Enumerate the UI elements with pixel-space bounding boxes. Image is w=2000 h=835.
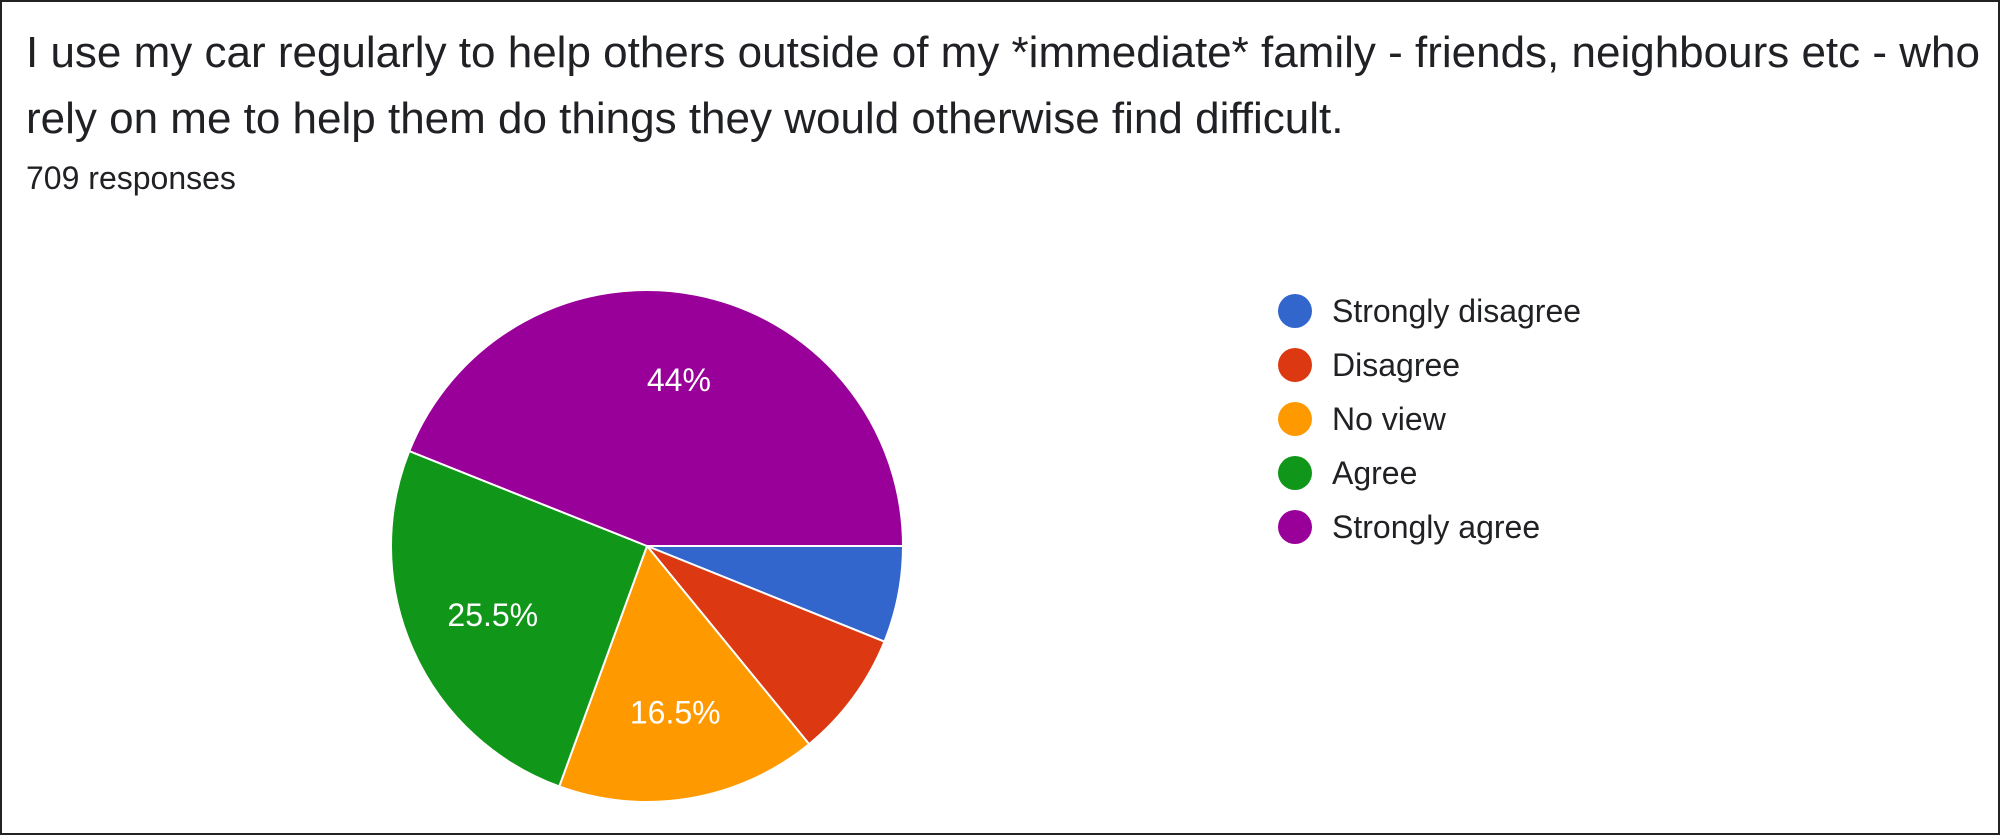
question-title: I use my car regularly to help others ou…: [26, 28, 1980, 143]
legend-item: Strongly disagree: [1278, 284, 1581, 338]
slice-data-label: 25.5%: [447, 597, 538, 633]
legend-item: Disagree: [1278, 338, 1581, 392]
legend-swatch-icon: [1278, 348, 1312, 382]
legend-item: No view: [1278, 392, 1581, 446]
slice-data-label: 44%: [647, 362, 711, 398]
pie-data-labels: 16.5% 25.5% 44%: [447, 362, 720, 731]
legend-item: Strongly agree: [1278, 500, 1581, 554]
legend-label: Strongly disagree: [1332, 292, 1582, 329]
legend-label: Agree: [1332, 454, 1418, 491]
legend-label: Strongly agree: [1332, 508, 1541, 545]
pie-slice-no-view: [557, 544, 811, 803]
pie-slices: [390, 289, 905, 803]
pie-slice-disagree: [646, 545, 886, 746]
response-count: 709 responses: [26, 160, 236, 196]
legend-swatch-icon: [1278, 402, 1312, 436]
legend-label: Disagree: [1332, 346, 1461, 383]
legend-swatch-icon: [1278, 510, 1312, 544]
pie-slice-strongly-agree: [407, 289, 905, 547]
slice-data-label: 16.5%: [630, 695, 721, 731]
pie-slice-agree: [390, 449, 649, 788]
chart-legend: Strongly disagree Disagree No view Agree Str…: [1278, 284, 1581, 554]
legend-label: No view: [1332, 400, 1446, 437]
legend-swatch-icon: [1278, 294, 1312, 328]
legend-item: Agree: [1278, 446, 1581, 500]
legend-swatch-icon: [1278, 456, 1312, 490]
